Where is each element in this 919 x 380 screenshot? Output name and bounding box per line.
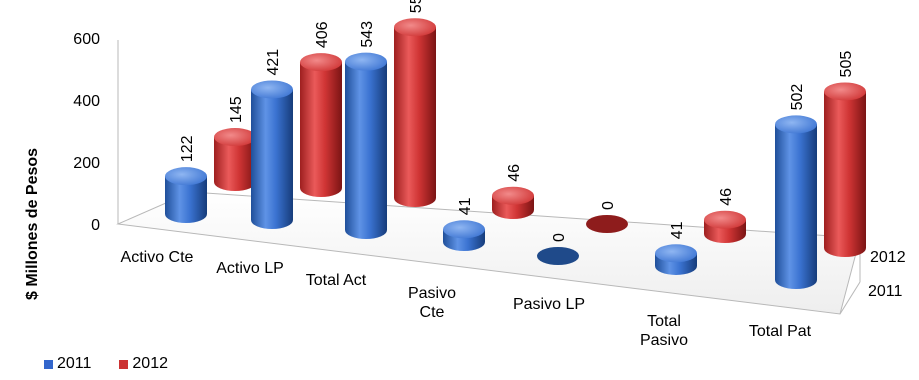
data-label: 46: [718, 188, 735, 206]
category-label: Activo Cte: [121, 249, 194, 266]
bar-top: [394, 18, 436, 37]
category-label: Total Pasivo: [640, 313, 688, 349]
category-label: Total Act: [306, 272, 367, 289]
bar-top: [300, 53, 342, 72]
category-label: Pasivo Cte: [408, 285, 456, 321]
data-label: 421: [265, 49, 282, 76]
y-tick-label: 400: [73, 93, 100, 110]
y-tick-label: 200: [73, 155, 100, 172]
bar-body: [824, 91, 866, 257]
data-label: 0: [551, 233, 568, 242]
category-label: Total Pat: [749, 323, 812, 340]
bar-top: [586, 215, 628, 233]
bar-body: [165, 176, 207, 223]
bar-top: [824, 82, 866, 101]
x-axis: Activo Cte Activo LP Total Act Pasivo Cte Pas…: [121, 249, 812, 349]
legend-item-2012: 2012: [119, 355, 168, 373]
data-label: 543: [359, 21, 376, 48]
bar-top: [655, 244, 697, 263]
category-label: Pasivo LP: [513, 296, 585, 313]
bar-2011-0: 122: [165, 135, 207, 223]
bar-body: [775, 124, 817, 289]
bar-body: [300, 62, 342, 197]
bar-body: [345, 61, 387, 239]
bar-2012-4: 0: [586, 201, 628, 233]
bar-top: [775, 115, 817, 134]
bar-2012-2: 551: [394, 0, 436, 207]
category-label: Activo LP: [216, 260, 284, 277]
legend: 2011 2012: [44, 355, 168, 373]
data-label: 41: [457, 197, 474, 215]
legend-swatch-2012: [119, 359, 129, 369]
data-label: 122: [179, 135, 196, 162]
bar-top: [537, 247, 579, 265]
y-axis: 0 200 400 600: [73, 31, 100, 234]
legend-label-2012: 2012: [132, 355, 168, 372]
bar-2012-6: 505: [824, 51, 866, 257]
bars: 145 406 551 46 0 46 505 122 421 543 41 0 41 502: [165, 0, 866, 289]
depth-label: 2011: [868, 283, 903, 300]
bar-2012-3: 46: [492, 164, 534, 219]
bar-top: [443, 220, 485, 239]
bar-body: [394, 27, 436, 207]
bar-top: [165, 167, 207, 186]
depth-axis: 2012 2011: [868, 249, 906, 300]
legend-swatch-2011: [44, 359, 53, 369]
data-label: 406: [314, 21, 331, 48]
bar-top: [704, 210, 746, 229]
bar-2011-2: 543: [345, 21, 387, 239]
data-label: 551: [408, 0, 425, 13]
bar-body: [214, 137, 256, 191]
data-label: 502: [789, 84, 806, 111]
bar-top: [492, 186, 534, 205]
bar-2011-4: 0: [537, 233, 579, 265]
data-label: 41: [669, 221, 686, 239]
bar-top: [214, 128, 256, 147]
bar-2011-3: 41: [443, 197, 485, 251]
data-label: 0: [600, 201, 617, 210]
y-tick-label: 0: [91, 217, 100, 234]
y-tick-label: 600: [73, 31, 100, 48]
legend-label-2011: 2011: [57, 355, 92, 372]
bar-2011-1: 421: [251, 49, 293, 230]
bar-2012-0: 145: [214, 96, 256, 191]
legend-item-2011: 2011: [44, 355, 91, 373]
bar-body: [251, 89, 293, 230]
bar-2011-6: 502: [775, 84, 817, 289]
data-label: 145: [228, 96, 245, 123]
bar-2011-5: 41: [655, 221, 697, 275]
bar-top: [345, 52, 387, 71]
bar-top: [251, 80, 293, 99]
y-axis-label: $ Millones de Pesos: [24, 148, 41, 300]
bar-2012-1: 406: [300, 21, 342, 197]
depth-label: 2012: [870, 249, 906, 266]
bar-2012-5: 46: [704, 188, 746, 243]
data-label: 46: [506, 164, 523, 182]
data-label: 505: [838, 51, 855, 78]
